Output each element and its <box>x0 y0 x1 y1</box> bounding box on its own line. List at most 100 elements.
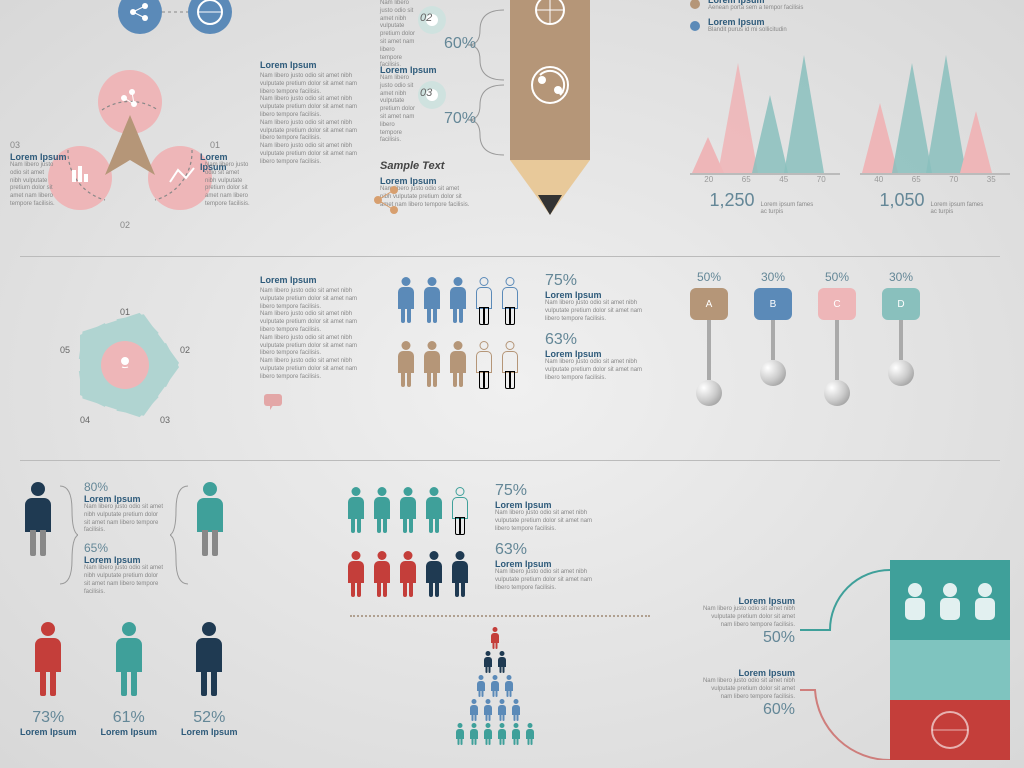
pct-person: 73%Lorem Ipsum <box>20 620 77 737</box>
legend-1-sub: Aenean porta sem a tempor facilisis <box>708 5 803 13</box>
area-left-sub: Lorem ipsum fames ac turpis <box>761 202 821 218</box>
pencil-title-03: Lorem Ipsum <box>380 65 460 75</box>
legend-1: Lorem Ipsum Aenean porta sem a tempor fa… <box>690 0 1010 13</box>
people-row-a <box>395 275 521 325</box>
pct-person: 52%Lorem Ipsum <box>181 620 238 737</box>
svg-text:05: 05 <box>60 345 70 355</box>
person-icon <box>449 549 471 599</box>
person-icon <box>345 485 367 535</box>
tc1-body2: Nam libero justo odio sit amet nibh vulp… <box>260 96 370 119</box>
lollipop-A: 50%A <box>690 270 728 406</box>
pg1-pct-b: 63% <box>545 331 655 349</box>
people-row-b <box>395 339 521 389</box>
person-icon <box>395 339 417 389</box>
area-right-sub: Lorem ipsum fames ac turpis <box>931 202 991 218</box>
pencil-pct-02: 60% <box>444 35 476 53</box>
triad-body-03: Nam libero justo odio sit amet nibh vulp… <box>10 162 55 209</box>
person-icon <box>421 339 443 389</box>
people-pyramid <box>355 625 635 745</box>
person-icon <box>497 699 507 721</box>
area-left-big: 1,250 <box>709 190 754 211</box>
pencil-block: 02 03 60% 70% Lorem Ipsum Nam libero jus… <box>380 0 680 250</box>
lollipop-C: 50%C <box>818 270 856 406</box>
pentagon-diagram: 01 02 03 04 05 <box>30 275 220 450</box>
person-icon <box>447 275 469 325</box>
person-icon <box>483 699 493 721</box>
two-people-bracket: 80% Lorem Ipsum Nam libero justo odio si… <box>20 480 228 596</box>
person-icon <box>397 485 419 535</box>
sample-text-title: Sample Text <box>380 160 470 172</box>
dotted-line <box>350 615 650 617</box>
lollipop-D: 30%D <box>882 270 920 406</box>
person-icon <box>469 699 479 721</box>
person-icon <box>483 651 493 673</box>
triad-body-01: Nam libero justo odio sit amet nibh vulp… <box>205 162 250 209</box>
people-grid-2 <box>345 485 471 599</box>
pencil-body-03: Nam libero justo odio sit amet nibh vulp… <box>380 75 416 145</box>
legend-1-swatch <box>690 0 700 9</box>
triad-title-03: Lorem Ipsum <box>10 152 67 162</box>
big-person-left <box>20 480 56 560</box>
tc1-body: Nam libero justo odio sit amet nibh vulp… <box>260 73 370 96</box>
person-icon <box>504 675 514 697</box>
pencil-body-02: Nam libero justo odio sit amet nibh vulp… <box>380 0 416 70</box>
circle-triad: 03 01 02 Lorem Ipsum Nam libero justo od… <box>10 60 250 240</box>
pct-person: 61%Lorem Ipsum <box>101 620 158 737</box>
person-icon <box>447 339 469 389</box>
person-icon <box>423 485 445 535</box>
label-02: 02 <box>120 220 130 230</box>
area-left <box>690 45 840 175</box>
person-icon <box>490 675 500 697</box>
text-column-1: Lorem Ipsum Nam libero justo odio sit am… <box>260 60 370 167</box>
pencil-03: 03 <box>420 87 432 99</box>
person-icon <box>511 699 521 721</box>
person-icon <box>111 620 147 700</box>
person-icon <box>423 549 445 599</box>
person-icon <box>483 723 493 745</box>
legend-2-swatch <box>690 21 700 31</box>
three-people-pct: 73%Lorem Ipsum 61%Lorem Ipsum 52%Lorem Ips… <box>20 620 238 737</box>
pillar-block: Lorem Ipsum Nam libero justo odio sit am… <box>700 490 1010 760</box>
tc1-body4: Nam libero justo odio sit amet nibh vulp… <box>260 143 370 166</box>
person-icon <box>395 275 417 325</box>
svg-text:02: 02 <box>180 345 190 355</box>
person-icon <box>476 675 486 697</box>
person-icon <box>421 275 443 325</box>
person-icon <box>449 485 471 535</box>
person-icon <box>497 651 507 673</box>
people-grid-2-text: 75% Lorem Ipsum Nam libero justo odio si… <box>495 482 605 593</box>
person-icon <box>490 627 500 649</box>
area-right <box>860 45 1010 175</box>
legend-2: Lorem Ipsum Blandit purus id mi sollicit… <box>690 17 1010 35</box>
person-icon <box>499 275 521 325</box>
area-right-big: 1,050 <box>879 190 924 211</box>
lollipop-chart: 50%A 30%B 50%C 30%D <box>690 270 920 406</box>
svg-text:03: 03 <box>160 415 170 425</box>
person-icon <box>397 549 419 599</box>
chat-icon <box>260 388 290 418</box>
people-grid-1 <box>395 275 521 389</box>
tc1-body3: Nam libero justo odio sit amet nibh vulp… <box>260 120 370 143</box>
area-right-labels: 40657035 <box>860 175 1010 184</box>
area-left-labels: 20654570 <box>690 175 840 184</box>
big-person-right <box>192 480 228 560</box>
legend-2-sub: Blandit purus id mi sollicitudin <box>708 27 787 35</box>
person-icon <box>473 275 495 325</box>
person-icon <box>473 339 495 389</box>
pg1-pct-a: 75% <box>545 272 655 290</box>
pencil-pct-03: 70% <box>444 110 476 128</box>
tc1-title: Lorem Ipsum <box>260 60 370 70</box>
pencil-02: 02 <box>420 12 432 24</box>
person-icon <box>345 549 367 599</box>
person-icon <box>371 549 393 599</box>
person-icon <box>469 723 479 745</box>
lollipop-B: 30%B <box>754 270 792 406</box>
legend-2-label: Lorem Ipsum <box>708 17 787 27</box>
label-03: 03 <box>10 140 20 150</box>
person-icon <box>497 723 507 745</box>
person-icon <box>511 723 521 745</box>
top-blue-circles <box>115 0 255 47</box>
share-icon <box>368 180 408 220</box>
person-icon <box>525 723 535 745</box>
person-icon <box>30 620 66 700</box>
